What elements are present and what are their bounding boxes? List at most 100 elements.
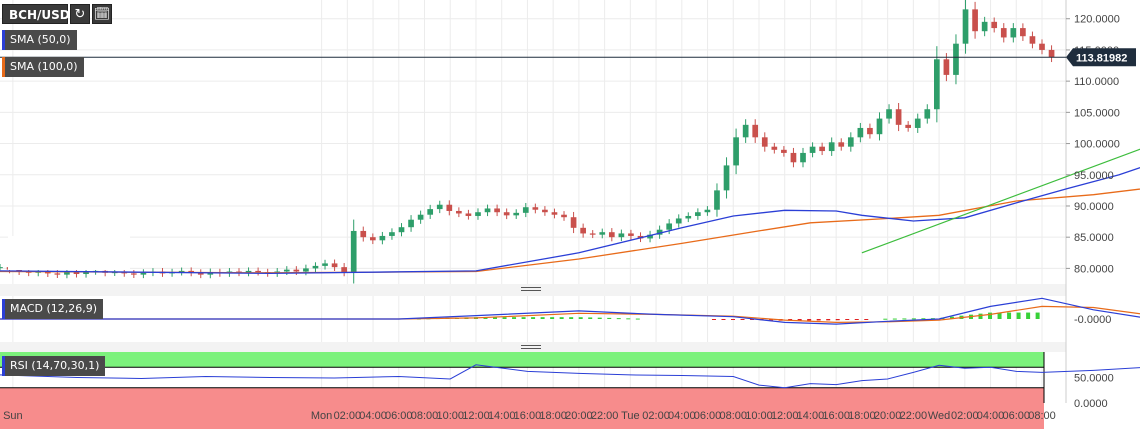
candle-body (341, 267, 347, 273)
calendar-icon[interactable]: 🗓 (92, 4, 112, 24)
candle-body (580, 227, 586, 234)
macd-histogram-bar (826, 319, 831, 321)
macd-histogram-bar (483, 317, 488, 319)
grid (0, 0, 1067, 403)
candle-body (312, 265, 319, 269)
candle-body (513, 212, 520, 216)
macd-pane (0, 297, 1140, 325)
time-tick-label: 04:00 (668, 410, 696, 422)
macd-histogram-bar (949, 316, 954, 319)
time-tick-label: Sun (3, 410, 23, 422)
resize-handle (521, 345, 541, 346)
time-tick-label: 06:00 (694, 410, 722, 422)
candle-body (0, 267, 3, 269)
candle-body (876, 118, 883, 135)
time-tick-label: 16:00 (514, 410, 542, 422)
candle-body (781, 149, 787, 153)
tags: 113.81982 (1066, 48, 1136, 67)
macd-histogram-bar (635, 318, 640, 320)
candle-body (245, 270, 252, 273)
candle-body (494, 208, 500, 213)
macd-histogram-bar (588, 317, 593, 319)
candle-body (197, 272, 204, 275)
macd-histogram-bar (1007, 312, 1012, 319)
sma100-legend[interactable]: SMA (100,0) (2, 57, 84, 77)
candle-body (723, 165, 730, 191)
candle-body (675, 218, 682, 224)
candle-body (704, 209, 711, 213)
macd-histogram-bar (845, 319, 850, 320)
candle-body (685, 215, 692, 219)
candle-body (121, 272, 128, 274)
sma100-line (0, 188, 1140, 274)
macd-histogram-bar (550, 317, 555, 319)
sma100-label: SMA (100,0) (10, 60, 78, 73)
candle-body (130, 273, 137, 275)
candle-body (446, 204, 453, 211)
candle-body (934, 59, 940, 110)
candle-body (599, 232, 606, 235)
price-tick-label: 100.0000 (1074, 139, 1120, 151)
time-tick-label: 20:00 (874, 410, 902, 422)
candle-body (551, 212, 558, 215)
macd-histogram-bar (864, 319, 869, 320)
symbol-label: BCH/USD (9, 8, 70, 22)
candle-body (733, 137, 739, 166)
candle-body (914, 118, 921, 128)
resize-handle (521, 287, 541, 288)
macd-histogram-bar (493, 317, 498, 319)
time-tick-label: 14:00 (488, 410, 516, 422)
sma50-legend[interactable]: SMA (50,0) (2, 30, 77, 50)
candle-body (522, 207, 529, 213)
candle-body (628, 233, 634, 236)
macd-label: MACD (12,26,9) (10, 302, 98, 315)
candle-body (398, 227, 405, 233)
macd-histogram-bar (502, 317, 507, 319)
macd-histogram-bar (997, 312, 1002, 319)
candle-body (962, 9, 969, 44)
candle-body (322, 263, 328, 266)
price-tick-label: 95.0000 (1074, 170, 1114, 182)
sma50-line (0, 167, 1140, 275)
time-tick-label: 08:00 (1028, 410, 1056, 422)
sma50-label: SMA (50,0) (10, 33, 71, 46)
candle-body (981, 21, 988, 32)
price-tick-label: 120.0000 (1074, 14, 1120, 26)
macd-legend[interactable]: MACD (12,26,9) (2, 299, 104, 319)
macd-histogram-bar (1016, 312, 1021, 319)
refresh-icon[interactable]: ↻ (70, 4, 90, 24)
lines (0, 56, 1140, 389)
price-tick-label: 105.0000 (1074, 107, 1120, 119)
candle-body (666, 223, 673, 230)
macd-signal-line (0, 305, 1140, 324)
symbol-selector[interactable]: BCH/USD (2, 4, 70, 24)
macd-zero-label: -0.0000 (1074, 314, 1111, 326)
candle-body (647, 234, 653, 239)
candle-body (752, 124, 759, 138)
macd-histogram-bar (626, 318, 631, 320)
time-tick-label: 12:00 (462, 410, 490, 422)
macd-histogram-bar (540, 317, 545, 319)
rsi-legend[interactable]: RSI (14,70,30,1) (2, 356, 106, 376)
candle-body (436, 204, 443, 210)
macd-histogram-bar (797, 319, 802, 321)
candle-body (695, 212, 701, 216)
candle-body (475, 212, 481, 216)
time-tick-label: 14:00 (797, 410, 825, 422)
candle-body (532, 207, 539, 210)
candle-body (303, 268, 309, 272)
sma50-swatch (2, 30, 5, 50)
macd-histogram-bar (607, 317, 612, 319)
candle-body (427, 209, 434, 215)
time-tick-label: 10:00 (436, 410, 464, 422)
candle-body (360, 230, 367, 238)
candle-body (761, 137, 768, 147)
candle-body (369, 237, 376, 241)
candle-body (924, 109, 931, 119)
candle-body (847, 137, 854, 147)
time-tick-label: 08:00 (411, 410, 439, 422)
candle-body (54, 273, 61, 275)
candle-body (714, 190, 720, 210)
candle-body (255, 270, 261, 273)
